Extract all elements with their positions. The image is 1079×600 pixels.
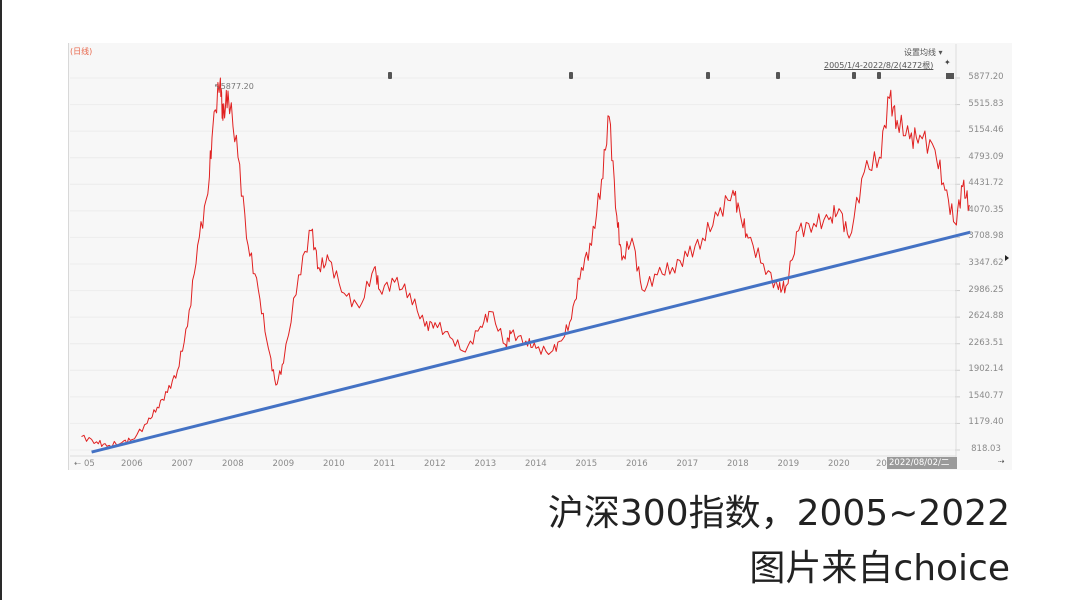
- scroll-right-icon[interactable]: ⇢: [998, 457, 1005, 466]
- caption-source: 图片来自choice: [749, 548, 1010, 589]
- settings-label: 设置均线: [904, 48, 936, 57]
- event-marker-icon[interactable]: [569, 72, 574, 79]
- x-tick-label: 2010: [323, 459, 345, 469]
- y-tick-label: 1540.77: [968, 390, 1004, 401]
- y-tick-label: 2624.88: [968, 311, 1004, 322]
- y-tick-label: 4793.09: [968, 151, 1004, 162]
- event-marker-icon[interactable]: [776, 72, 781, 79]
- x-tick-label: 2006: [121, 459, 143, 469]
- x-tick-label: 2018: [727, 459, 749, 469]
- x-tick-label: 2017: [676, 459, 699, 469]
- date-range-label[interactable]: 2005/1/4-2022/8/2(4272根): [824, 61, 934, 70]
- y-tick-label: 2263.51: [968, 337, 1004, 348]
- y-tick-label: 4070.35: [968, 204, 1004, 215]
- pin-icon[interactable]: ✦: [944, 58, 951, 67]
- cursor-date-label: 2022/08/02/二: [887, 457, 957, 469]
- y-tick-label: 818.03: [971, 444, 1001, 454]
- x-tick-label: 2011: [373, 459, 396, 469]
- x-tick-label: 20: [876, 459, 887, 469]
- x-tick-label: 2008: [222, 459, 244, 469]
- price-line: [81, 77, 970, 448]
- x-tick-label: 2015: [575, 459, 598, 469]
- collapse-panel-icon[interactable]: [1005, 255, 1009, 261]
- y-tick-label: 3708.98: [968, 231, 1004, 242]
- x-tick-label: 2016: [626, 459, 648, 469]
- event-marker-icon[interactable]: [852, 72, 857, 79]
- x-tick-label: 2013: [474, 459, 497, 469]
- toolbox-icon[interactable]: [946, 73, 954, 79]
- x-tick-label: 05: [84, 459, 95, 469]
- set-moving-average-button[interactable]: 设置均线 ▾: [904, 47, 943, 58]
- y-tick-label: 5877.20: [968, 72, 1004, 82]
- y-tick-label: 1902.14: [968, 364, 1004, 375]
- y-tick-label: 4431.72: [968, 178, 1004, 189]
- trend-line: [91, 230, 971, 454]
- x-tick-label: 2020: [828, 459, 850, 469]
- x-tick-label: 2009: [272, 459, 295, 469]
- y-tick-label: 5515.83: [968, 98, 1004, 109]
- peak-annotation: ↖5877.20: [214, 82, 254, 91]
- caption-title: 沪深300指数，2005~2022: [547, 493, 1010, 534]
- event-marker-icon[interactable]: [877, 72, 882, 79]
- x-tick-label: 2007: [171, 459, 194, 469]
- chevron-down-icon: ▾: [938, 48, 943, 57]
- x-tick-label: 2012: [424, 459, 446, 469]
- y-tick-label: 3347.62: [968, 257, 1004, 268]
- event-marker-icon[interactable]: [705, 72, 710, 79]
- y-tick-label: 5154.46: [968, 125, 1004, 136]
- window-edge: [0, 0, 2, 600]
- scroll-left-icon[interactable]: ⇠: [74, 459, 81, 468]
- x-tick-label: 2014: [525, 459, 547, 469]
- x-tick-label: 2019: [777, 459, 800, 469]
- y-tick-label: 2986.25: [968, 284, 1004, 295]
- y-tick-label: 1179.40: [968, 417, 1004, 428]
- period-label[interactable]: (日线): [70, 47, 93, 56]
- event-marker-icon[interactable]: [387, 72, 392, 79]
